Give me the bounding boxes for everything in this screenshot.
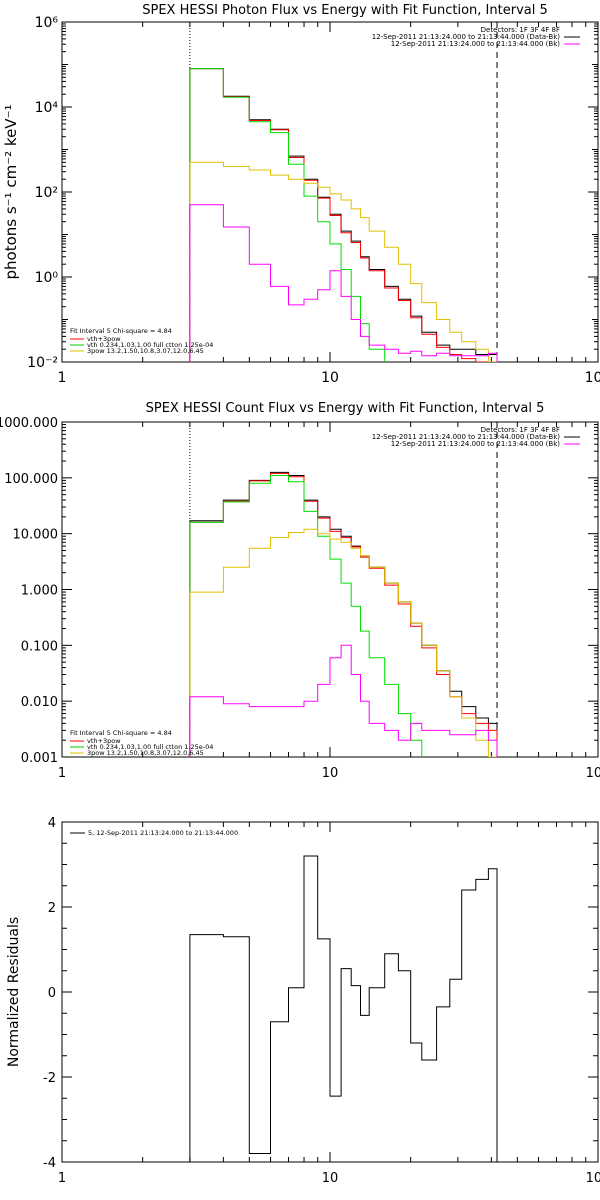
residuals-y-axis-label: Normalized Residuals: [6, 917, 22, 1067]
legend-detectors-title: Detectors: 1F 3F 4F 8F: [481, 26, 560, 34]
y-tick-label: 1.000: [21, 584, 58, 599]
legend-entry-residuals: 5, 12-Sep-2011 21:13:24.000 to 21:13:44.…: [88, 829, 238, 837]
y-tick-label: 0.010: [21, 695, 58, 710]
series-thermal-histogram: [189, 68, 498, 362]
photon-flux-legend-bottom: Fit Interval 5 Chi-square = 4.84 vth+3po…: [70, 327, 213, 355]
legend-entry-vth: vth 0.234,1.03,1.00 full ctton 1.25e-04: [87, 743, 213, 751]
y-tick-label: 4: [48, 816, 56, 831]
y-tick-label: -2: [43, 1071, 56, 1086]
residuals-axes: 1 10 100 -4 -2 0 2 4: [43, 816, 600, 1186]
y-tick-label: 100.000: [4, 472, 58, 487]
series-residuals-histogram: [189, 855, 498, 1162]
photon-flux-y-axis-label: photons s⁻¹ cm⁻² keV⁻¹: [2, 105, 20, 280]
legend-fit-interval-title: Fit Interval 5 Chi-square = 4.84: [70, 729, 172, 737]
series-thermal-histogram: [189, 475, 498, 757]
legend-entry-vth-3pow: vth+3pow: [87, 737, 121, 745]
photon-flux-panel: SPEX HESSI Photon Flux vs Energy with Fi…: [2, 3, 600, 386]
count-flux-series: [189, 471, 498, 757]
residuals-panel: Normalized Residuals 1 10 100 -4 -2 0 2 4 5, 12…: [6, 816, 600, 1186]
photon-flux-legend-top: Detectors: 1F 3F 4F 8F 12-Sep-2011 21:13…: [372, 26, 580, 48]
series-nonthermal-histogram: [189, 161, 497, 362]
legend-entry-bk: 12-Sep-2011 21:13:24.000 to 21:13:44.000…: [391, 40, 561, 48]
y-tick-label: 1000.000: [0, 416, 58, 431]
y-tick-label: 0.100: [21, 639, 58, 654]
y-tick-label: 2: [48, 901, 56, 916]
y-tick-label: 10.000: [13, 528, 59, 543]
legend-entry-data-bk: 12-Sep-2011 21:13:24.000 to 21:13:44.000…: [372, 33, 561, 41]
y-tick-label: 10⁰: [35, 270, 59, 286]
series-background-histogram: [189, 204, 498, 362]
legend-entry-3pow: 3pow 13.2,1.50,10.8,3.07,12.0,6.45: [87, 749, 204, 757]
x-tick-label: 10: [321, 370, 339, 386]
series-fit-histogram: [189, 68, 497, 362]
legend-detectors-title: Detectors: 1F 3F 4F 8F: [481, 426, 560, 434]
series-background-histogram: [189, 644, 498, 757]
legend-fit-interval-title: Fit Interval 5 Chi-square = 4.84: [70, 327, 172, 335]
x-tick-label: 1: [58, 370, 67, 386]
count-flux-axes: 1 10 100 0.001 0.010 0.100 1.000 10.000 100.000 1…: [0, 416, 600, 781]
x-tick-label: 1: [58, 1171, 66, 1186]
count-flux-panel: SPEX HESSI Count Flux vs Energy with Fit…: [0, 401, 600, 781]
y-tick-label: 10⁶: [35, 15, 59, 31]
series-data-histogram: [189, 471, 498, 757]
legend-entry-3pow: 3pow 13.2,1.50,10.8,3.07,12.0,6.45: [87, 347, 204, 355]
photon-flux-title: SPEX HESSI Photon Flux vs Energy with Fi…: [142, 3, 548, 18]
residuals-series: [189, 855, 498, 1162]
y-tick-label: 10²: [35, 185, 58, 201]
photon-flux-energy-range-markers: [189, 22, 498, 362]
x-tick-label: 100: [585, 370, 600, 386]
count-flux-title: SPEX HESSI Count Flux vs Energy with Fit…: [146, 401, 545, 416]
x-tick-label: 100: [586, 766, 600, 781]
y-tick-label: 10⁴: [35, 100, 59, 116]
count-flux-legend-bottom: Fit Interval 5 Chi-square = 4.84 vth+3po…: [70, 729, 213, 757]
count-flux-legend-top: Detectors: 1F 3F 4F 8F 12-Sep-2011 21:13…: [372, 426, 580, 448]
count-flux-plot-frame: [61, 421, 599, 758]
residuals-legend: 5, 12-Sep-2011 21:13:24.000 to 21:13:44.…: [70, 829, 238, 837]
x-tick-label: 10: [322, 1171, 339, 1186]
y-tick-label: 0: [48, 986, 56, 1001]
series-nonthermal-histogram: [189, 528, 497, 757]
x-tick-label: 10: [322, 766, 339, 781]
y-tick-label: 0.001: [21, 751, 58, 766]
series-fit-histogram: [189, 472, 498, 757]
series-data-histogram: [189, 68, 498, 362]
legend-entry-bk: 12-Sep-2011 21:13:24.000 to 21:13:44.000…: [391, 440, 561, 448]
legend-entry-vth: vth 0.234,1.03,1.00 full ctton 1.25e-04: [87, 341, 213, 349]
x-tick-label: 1: [58, 766, 66, 781]
y-tick-label: 10⁻²: [27, 355, 58, 371]
legend-entry-vth-3pow: vth+3pow: [87, 335, 121, 343]
y-tick-label: -4: [43, 1156, 56, 1171]
x-tick-label: 100: [586, 1171, 600, 1186]
count-flux-energy-range-markers: [189, 422, 498, 757]
legend-entry-data-bk: 12-Sep-2011 21:13:24.000 to 21:13:44.000…: [372, 433, 561, 441]
photon-flux-axes: 1 10 100 10⁻² 10⁰ 10² 10⁴ 10⁶: [27, 15, 600, 386]
photon-flux-series: [189, 68, 498, 362]
